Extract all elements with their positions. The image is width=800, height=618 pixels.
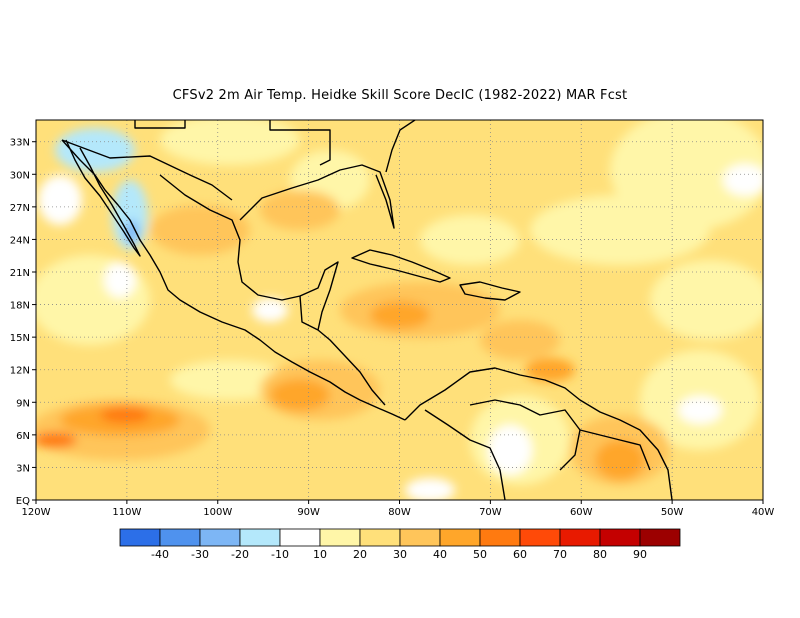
colorbar-label: 80 <box>593 548 607 561</box>
field-patch <box>650 260 763 340</box>
colorbar-label: -30 <box>191 548 209 561</box>
border-guianas <box>579 429 651 471</box>
colorbar-swatch <box>639 528 681 547</box>
colorbar-label: 90 <box>633 548 647 561</box>
colorbar-label: 70 <box>553 548 567 561</box>
colorbar-swatch <box>559 528 601 547</box>
border-mexico-us <box>61 139 233 201</box>
colorbar-swatch <box>199 528 241 547</box>
colorbar-swatch <box>359 528 401 547</box>
lon-tick-label: 120W <box>22 507 51 518</box>
border-venezuela <box>469 399 581 471</box>
lon-tick-label: 100W <box>203 507 232 518</box>
skill-field <box>36 120 763 500</box>
lat-tick-label: 12N <box>10 366 30 377</box>
field-patch <box>112 180 148 250</box>
field-patch <box>100 407 150 423</box>
field-patch <box>480 320 560 360</box>
field-patch <box>160 120 300 165</box>
lon-tick-label: 110W <box>112 507 141 518</box>
field-patch <box>678 396 722 424</box>
field-patch <box>260 190 340 230</box>
colorbar: -40 -30 -20 -10 10 20 30 40 50 60 70 80 90 <box>119 528 681 561</box>
colorbar-swatch <box>399 528 441 547</box>
field-patch <box>488 425 532 475</box>
field-patch <box>55 128 135 172</box>
colorbar-swatch <box>439 528 481 547</box>
coastline-cuba <box>351 249 451 283</box>
colorbar-swatch <box>319 528 361 547</box>
coastline-gulf-of-mexico <box>159 174 339 331</box>
field-patch <box>525 358 575 382</box>
field-patch <box>370 301 430 329</box>
colorbar-swatch <box>159 528 201 547</box>
field-patch <box>595 440 645 480</box>
coastline-us-east <box>385 120 416 173</box>
lat-tick-label: 24N <box>10 235 30 246</box>
lon-tick-label: 40W <box>752 507 775 518</box>
lat-tick-label: 3N <box>16 463 30 474</box>
field-patch <box>150 205 250 255</box>
lon-tick-label: 90W <box>297 507 320 518</box>
lat-tick-label: 27N <box>10 203 30 214</box>
colorbar-swatch <box>479 528 521 547</box>
colorbar-label: 10 <box>313 548 327 561</box>
colorbar-label: -20 <box>231 548 249 561</box>
lat-tick-label: 18N <box>10 301 30 312</box>
lat-tick-label: EQ <box>16 496 30 507</box>
colorbar-label: 50 <box>473 548 487 561</box>
field-patch <box>530 195 710 265</box>
colorbar-label: -40 <box>151 548 169 561</box>
map-title: CFSv2 2m Air Temp. Heidke Skill Score De… <box>172 88 628 103</box>
coastlines <box>61 120 673 500</box>
lat-tick-label: 9N <box>16 398 30 409</box>
colorbar-label: 40 <box>433 548 447 561</box>
lon-tick-label: 60W <box>570 507 593 518</box>
lat-tick-label: 33N <box>10 138 30 149</box>
coastline-south-america <box>404 367 673 500</box>
field-patch <box>36 432 77 448</box>
lat-tick-label: 30N <box>10 170 30 181</box>
coastline-north-america <box>61 139 406 421</box>
lon-tick-label: 70W <box>479 507 502 518</box>
lat-tick-label: 6N <box>16 431 30 442</box>
longitude-axis: 120W 110W 100W 90W 80W 70W 60W 50W 40W <box>22 500 775 518</box>
field-patch <box>38 175 82 225</box>
colorbar-swatch <box>239 528 281 547</box>
colorbar-label: 30 <box>393 548 407 561</box>
coastline-baja <box>65 139 141 257</box>
colorbar-swatch <box>519 528 561 547</box>
colorbar-swatch <box>119 528 161 547</box>
coastline-us-gulf <box>239 164 395 229</box>
gridlines <box>36 120 763 500</box>
colorbar-label: 60 <box>513 548 527 561</box>
colorbar-swatch <box>279 528 321 547</box>
colorbar-label: 20 <box>353 548 367 561</box>
colorbar-swatch <box>599 528 641 547</box>
lat-tick-label: 15N <box>10 333 30 344</box>
field-patch <box>252 298 288 322</box>
field-patch <box>420 215 520 265</box>
lon-tick-label: 50W <box>661 507 684 518</box>
border-central-america <box>299 295 386 406</box>
field-patch <box>405 478 455 500</box>
coastline-hispaniola <box>459 281 521 301</box>
field-patch <box>270 379 330 411</box>
field-patch <box>104 262 136 298</box>
latitude-axis: EQ 3N 6N 9N 12N 15N 18N 21N 24N 27N 30N 33N <box>10 138 36 507</box>
lon-tick-label: 80W <box>388 507 411 518</box>
lat-tick-label: 21N <box>10 268 30 279</box>
colorbar-label: -10 <box>271 548 289 561</box>
border-us-north <box>134 120 331 166</box>
field-patch <box>723 164 763 196</box>
border-colombia <box>424 409 506 500</box>
